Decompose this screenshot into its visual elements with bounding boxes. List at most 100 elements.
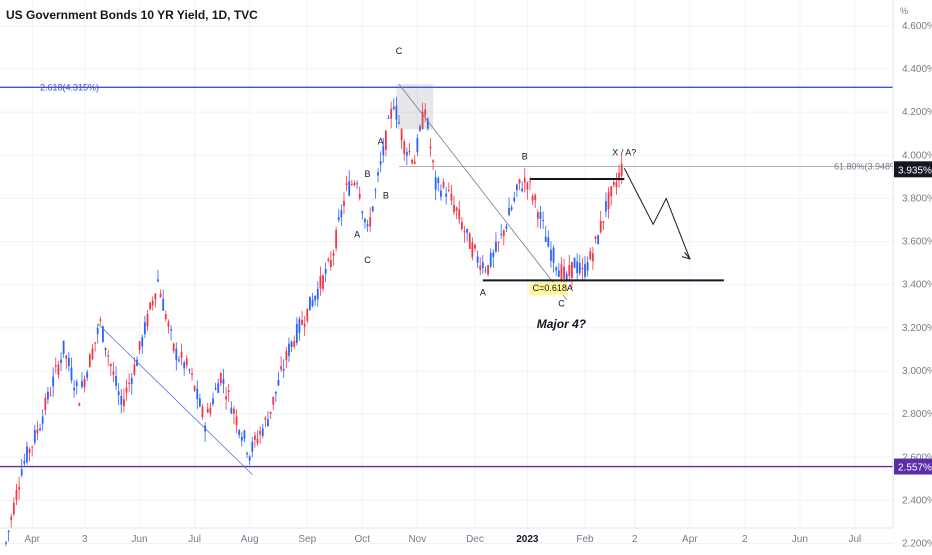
candle-body — [395, 105, 398, 120]
wave-label: A — [480, 287, 486, 297]
candle-body — [60, 359, 62, 364]
candle-body — [67, 358, 70, 367]
annotation-label: C=0.618A — [533, 283, 573, 293]
candle-body — [403, 141, 406, 155]
candle-body — [222, 379, 225, 384]
candle-body — [102, 326, 104, 342]
candle-body — [154, 293, 157, 300]
candle-body — [382, 145, 385, 156]
candle-body — [329, 259, 332, 268]
x-tick-label: Jun — [792, 534, 808, 545]
y-tick-label: 3.800% — [902, 193, 932, 204]
trend-line — [97, 323, 253, 475]
candle-body — [125, 387, 128, 393]
candle-body — [605, 201, 607, 212]
candle-body — [547, 237, 550, 247]
y-tick-label: 4.600% — [902, 21, 932, 32]
candle-body — [581, 267, 584, 270]
candle-body — [542, 219, 544, 221]
candle-body — [138, 341, 141, 350]
reference-line-label: 2.618(4.315%) — [40, 82, 99, 92]
candle-body — [521, 188, 524, 192]
candle-body — [332, 253, 335, 256]
candle-body — [563, 266, 565, 279]
x-tick-label: Oct — [355, 534, 371, 545]
candle-body — [170, 329, 172, 331]
candle-body — [254, 435, 256, 440]
candle-body — [508, 207, 510, 216]
candle-body — [256, 438, 259, 443]
candle-body — [447, 189, 450, 191]
candle-body — [272, 396, 275, 405]
candle-body — [335, 229, 338, 249]
candle-body — [392, 106, 395, 110]
candle-body — [41, 416, 44, 424]
candle-body — [94, 342, 96, 344]
candle-body — [217, 383, 220, 393]
x-tick-label: 2 — [742, 534, 748, 545]
candle-body — [70, 367, 73, 381]
candle-body — [191, 373, 193, 375]
wave-label: X / A? — [612, 147, 636, 157]
candle-body — [358, 193, 361, 199]
candle-body — [112, 371, 115, 375]
x-tick-label: Apr — [24, 534, 40, 545]
candle-body — [285, 350, 288, 360]
candle-body — [143, 322, 146, 335]
candle-body — [31, 446, 34, 448]
candle-body — [183, 362, 186, 369]
candle-body — [502, 230, 505, 237]
wave-label: B — [522, 152, 528, 162]
candle-body — [251, 441, 254, 452]
candle-body — [240, 436, 243, 441]
y-tick-label: 2.600% — [902, 452, 932, 463]
y-tick-label: 2.200% — [902, 539, 932, 550]
candle-body — [379, 161, 382, 165]
y-tick-label: 4.000% — [902, 150, 932, 161]
candle-body — [83, 378, 86, 388]
wave-label: B — [383, 190, 389, 200]
candle-body — [531, 195, 534, 201]
price-axis-bg — [893, 0, 932, 550]
candle-body — [437, 178, 440, 184]
candle-body — [337, 217, 340, 221]
wave-label: B — [365, 169, 371, 179]
candle-body — [316, 288, 319, 300]
candle-body — [306, 308, 309, 322]
candle-body — [424, 109, 427, 116]
candle-body — [47, 391, 49, 400]
candle-body — [212, 398, 214, 405]
candle-body — [516, 184, 518, 191]
candle-body — [311, 299, 314, 307]
x-tick-label: Apr — [682, 534, 698, 545]
candle-body — [117, 391, 120, 396]
candle-body — [390, 108, 393, 119]
candle-body — [450, 193, 453, 201]
candle-body — [167, 321, 170, 327]
candle-body — [479, 265, 482, 270]
candle-body — [303, 324, 306, 327]
candle-body — [146, 313, 149, 327]
candle-body — [180, 352, 183, 358]
candle-body — [539, 212, 542, 219]
annotation-box — [529, 282, 568, 296]
candle-body — [607, 192, 610, 209]
candle-body — [238, 430, 241, 435]
y-tick-label: 3.600% — [902, 237, 932, 248]
candle-body — [385, 130, 387, 150]
candle-body — [206, 408, 209, 413]
candle-body — [314, 295, 317, 301]
candle-body — [309, 296, 311, 311]
candle-body — [615, 182, 618, 188]
candle-body — [544, 236, 547, 242]
candle-body — [495, 241, 497, 252]
candle-body — [552, 247, 555, 263]
candle-body — [235, 416, 238, 426]
candle-body — [500, 234, 503, 236]
candle-body — [550, 249, 552, 261]
candle-body — [584, 264, 586, 277]
candle-body — [576, 261, 579, 274]
price-tag-label: 2.557% — [898, 463, 932, 474]
candle-body — [453, 204, 455, 213]
